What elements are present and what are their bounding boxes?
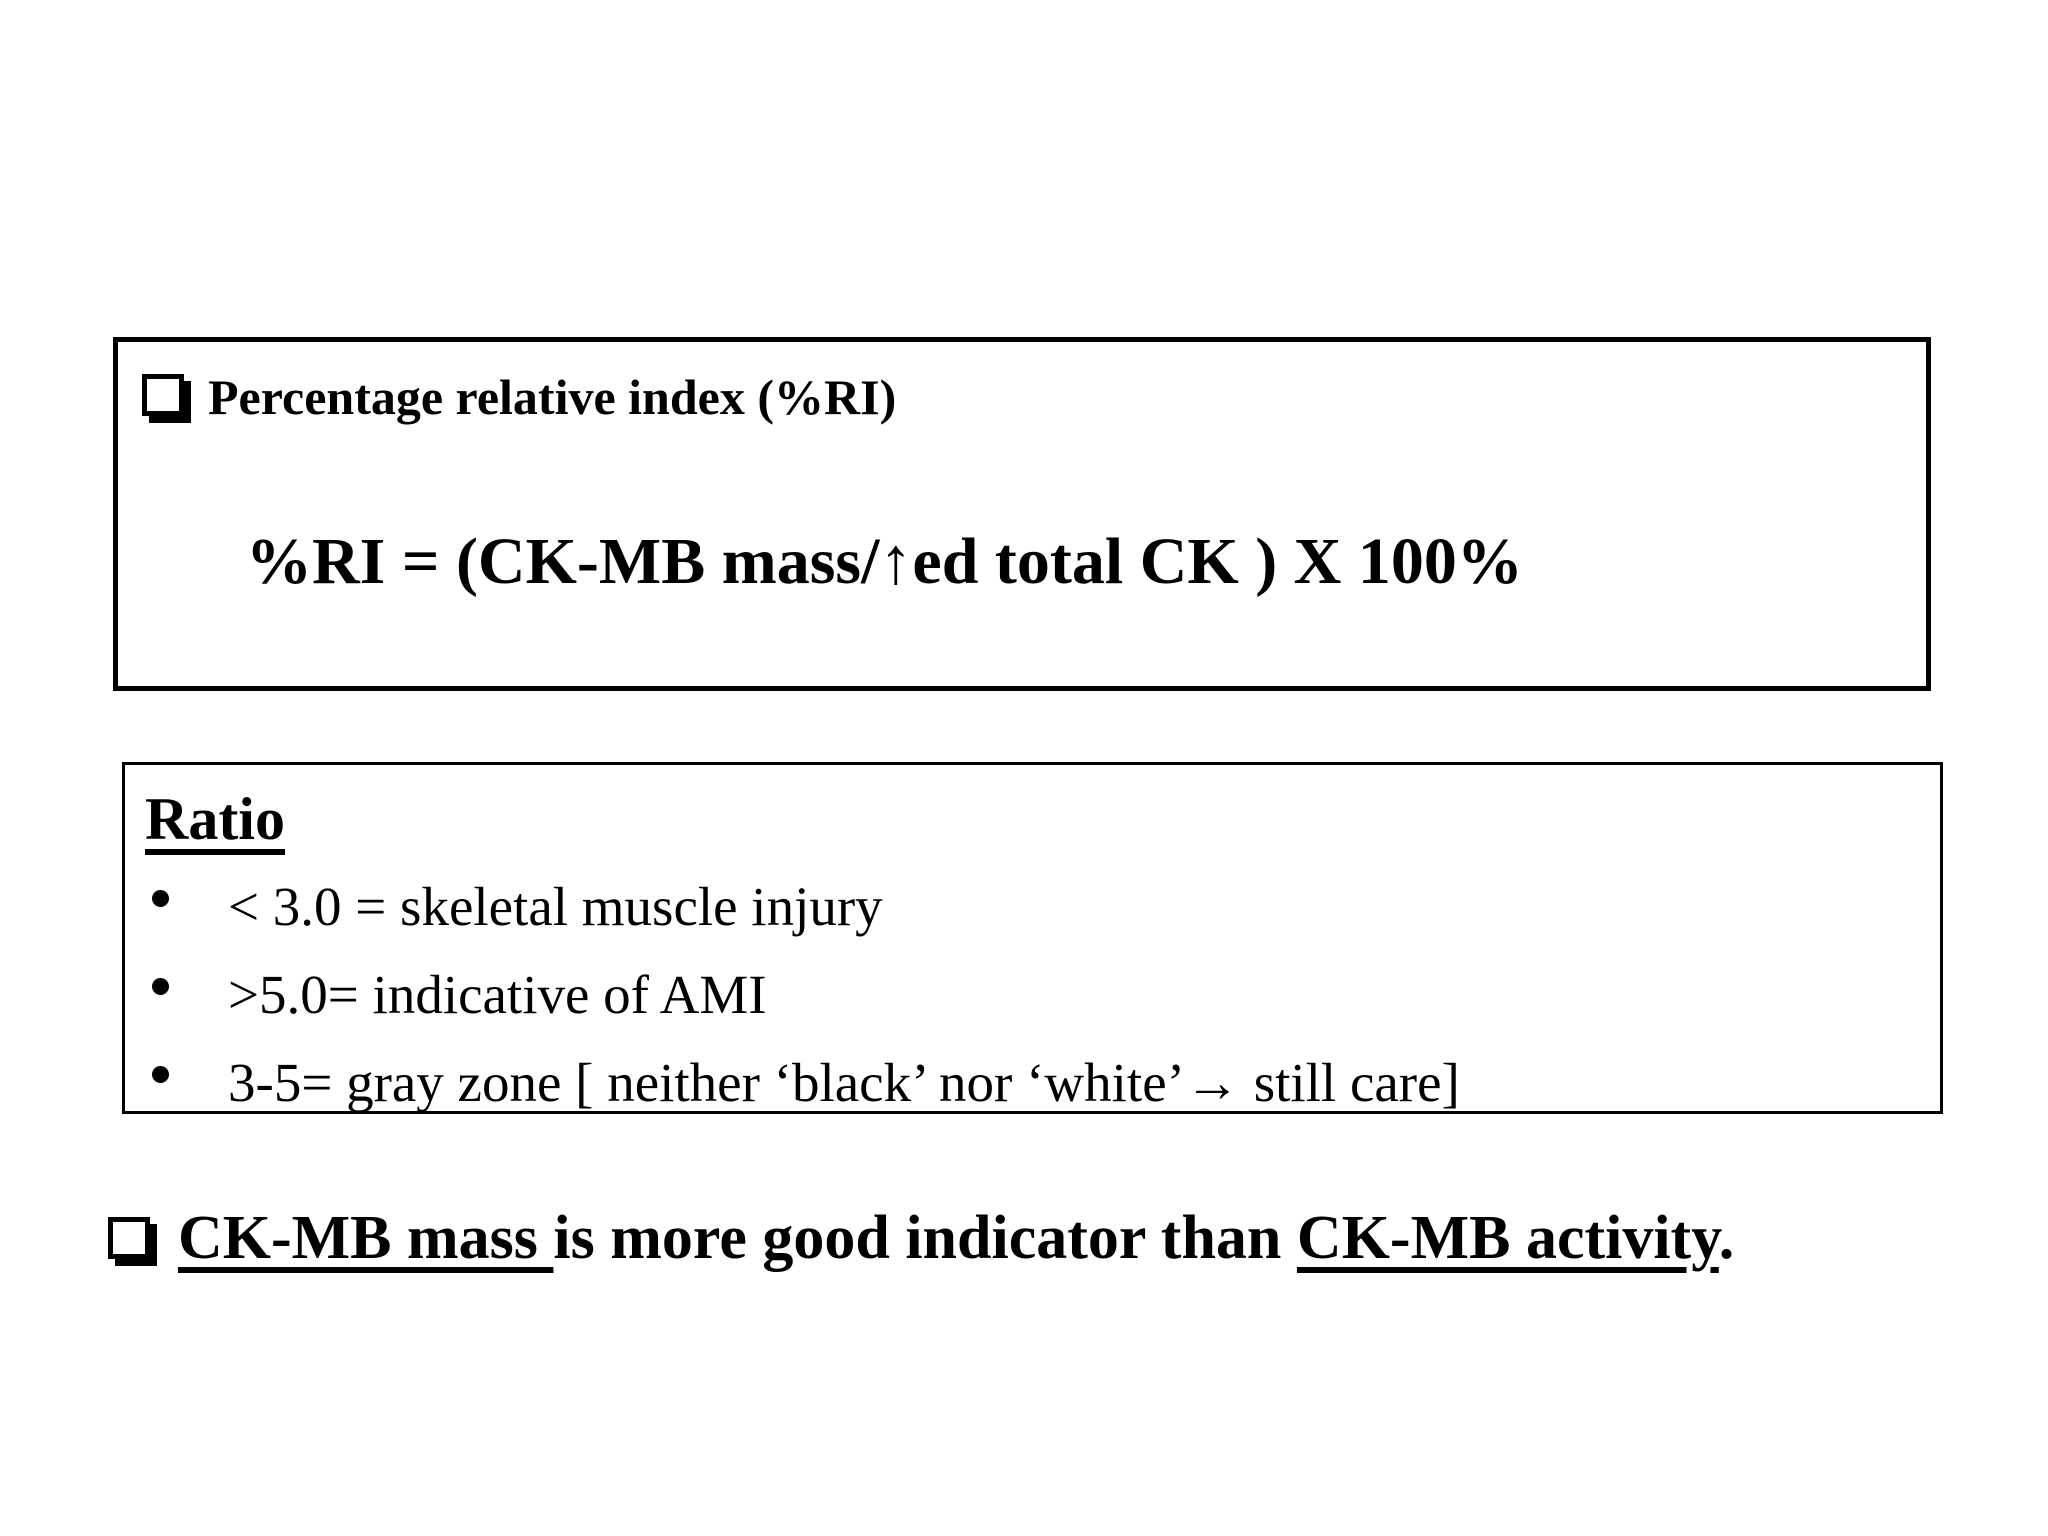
bullet-dot-icon <box>152 890 169 907</box>
ri-definition-title: Percentage relative index (%RI) <box>208 369 897 425</box>
conclusion-underlined-ck-mb-activity: CK-MB activity <box>1296 1204 1719 1272</box>
shadowed-checkbox-icon <box>142 374 184 416</box>
list-item: 3-5= gray zone [ neither ‘black’ nor ‘wh… <box>125 1039 1940 1127</box>
bullet-dot-icon <box>152 1066 169 1083</box>
ratio-box: Ratio < 3.0 = skeletal muscle injury >5.… <box>122 762 1943 1114</box>
shadowed-checkbox-icon <box>108 1217 150 1259</box>
ratio-bullet-text: 3-5= gray zone [ neither ‘black’ nor ‘wh… <box>228 1052 1460 1113</box>
conclusion-underlined-ck-mb-mass: CK-MB mass <box>178 1204 554 1272</box>
ratio-heading: Ratio <box>145 786 285 852</box>
ri-formula: %RI = (CK-MB mass/↑ed total CK ) X 100% <box>246 525 1523 598</box>
conclusion-period: . <box>1718 1204 1735 1272</box>
conclusion-middle-text: is more good indicator than <box>553 1204 1297 1272</box>
ratio-bullet-text: < 3.0 = skeletal muscle injury <box>228 876 883 937</box>
ratio-heading-row: Ratio <box>125 775 1940 863</box>
bullet-dot-icon <box>152 978 169 995</box>
ri-definition-title-line: Percentage relative index (%RI) <box>142 368 896 426</box>
ratio-bullet-list: < 3.0 = skeletal muscle injury >5.0= ind… <box>125 863 1940 1127</box>
ratio-bullet-text: >5.0= indicative of AMI <box>228 964 767 1025</box>
conclusion-line: CK-MB mass is more good indicator than C… <box>108 1203 1734 1274</box>
list-item: < 3.0 = skeletal muscle injury <box>125 863 1940 951</box>
list-item: >5.0= indicative of AMI <box>125 951 1940 1039</box>
ri-definition-box: Percentage relative index (%RI) %RI = (C… <box>113 337 1931 691</box>
